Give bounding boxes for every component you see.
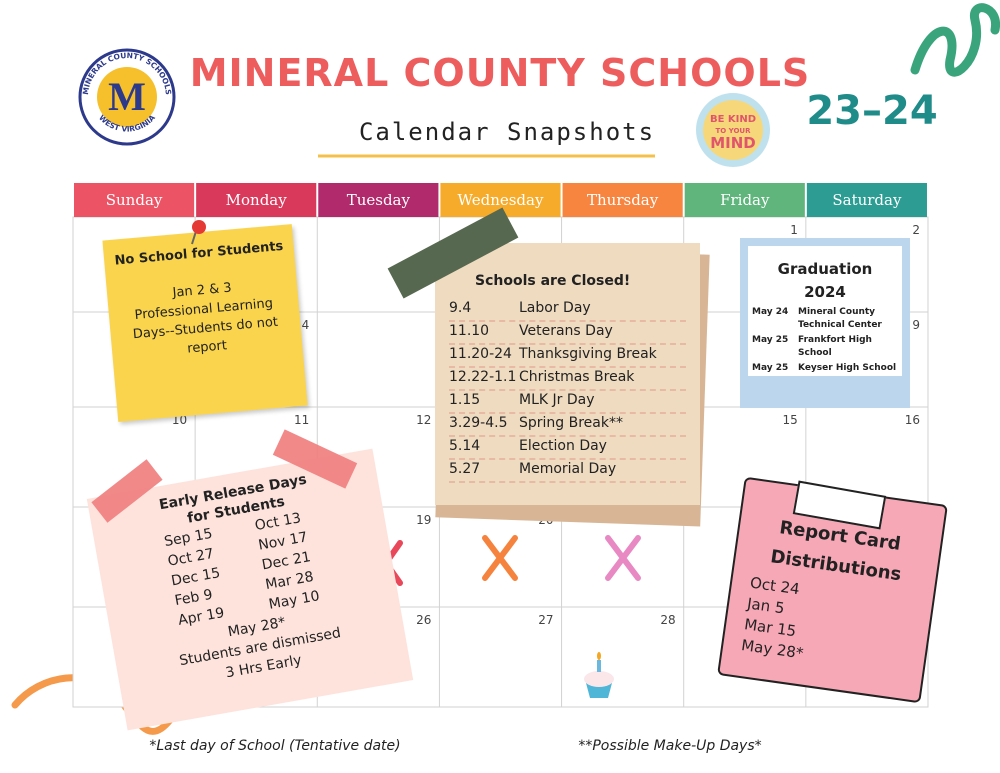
day-label: Wednesday (458, 191, 544, 209)
graduation-place: Keyser High School (798, 363, 897, 373)
closure-row: 9.4 Labor Day (449, 299, 686, 322)
day-label: Friday (720, 191, 770, 209)
no-school-note: No School for Students Jan 2 & 3 Professi… (102, 224, 308, 422)
graduation-place: Frankfort High School (798, 335, 872, 358)
graduation-place: Mineral County Technical Center (798, 307, 882, 330)
note-body: Jan 2 & 3 Professional Learning Days--Stud… (115, 274, 295, 365)
closure-date: 11.20-24 (449, 346, 512, 362)
year: 23–24 (806, 88, 937, 134)
closure-date: 11.10 (449, 323, 490, 339)
day-header (196, 183, 317, 217)
date-number: 12 (416, 413, 431, 427)
closure-name: Christmas Break (519, 369, 635, 385)
closure-name: Spring Break** (519, 415, 623, 431)
note-body: May 24 Mineral County Technical Center May… (752, 306, 898, 375)
date-number: 27 (538, 613, 553, 627)
title: MINERAL COUNTY SCHOOLS (190, 51, 811, 95)
date-number: 11 (294, 413, 309, 427)
logo-letter: M (108, 74, 146, 119)
date-number: 4 (302, 318, 310, 332)
closure-name: Labor Day (519, 300, 591, 316)
graduation-date: May 25 (752, 363, 789, 373)
day-label: Sunday (106, 191, 163, 209)
x-mark (482, 535, 518, 581)
date-number: 26 (416, 613, 431, 627)
swirl (910, 3, 1000, 77)
graduation-row: May 25 Frankfort High School (752, 334, 898, 360)
day-header (684, 183, 805, 217)
day-label: Saturday (832, 191, 902, 209)
date-number: 1 (790, 223, 798, 237)
day-header (74, 183, 195, 217)
day-label: Tuesday (347, 191, 411, 209)
footnote: *Last day of School (Tentative date) (149, 738, 400, 754)
closure-date: 3.29-4.5 (449, 415, 508, 431)
day-header (318, 183, 439, 217)
cupcake (584, 652, 614, 698)
closure-row: 11.20-24 Thanksgiving Break (449, 345, 686, 368)
closure-name: MLK Jr Day (519, 392, 595, 408)
logo-inner (97, 67, 157, 127)
badge-text: MIND (710, 134, 756, 152)
closure-name: Election Day (519, 438, 607, 454)
closed-note: Schools are Closed! 9.4 Labor Day 11.10 Vet… (435, 243, 700, 505)
date-number: 15 (783, 413, 798, 427)
graduation-row: May 25 Keyser High School (752, 362, 898, 375)
closure-row: 5.14 Election Day (449, 437, 686, 460)
day-label: Thursday (587, 191, 659, 209)
date-number: 16 (905, 413, 920, 427)
closure-date: 9.4 (449, 300, 472, 316)
note-title: 2024 (804, 283, 846, 301)
closure-date: 12.22-1.1 (449, 369, 517, 385)
date-number: 2 (912, 223, 920, 237)
note-title: Schools are Closed! (475, 273, 631, 289)
closure-row: 3.29-4.5 Spring Break** (449, 414, 686, 437)
closure-row: 1.15 MLK Jr Day (449, 391, 686, 414)
badge-text: TO YOUR (715, 127, 751, 135)
x-mark (605, 535, 641, 581)
badge-inner (703, 100, 763, 160)
note-title: Graduation (777, 260, 873, 278)
date-number: 28 (660, 613, 675, 627)
date-number: 9 (912, 318, 920, 332)
closure-name: Thanksgiving Break (519, 346, 657, 362)
subtitle: Calendar Snapshots (359, 118, 655, 146)
closure-date: 1.15 (449, 392, 481, 408)
closure-date: 5.14 (449, 438, 481, 454)
day-header (562, 183, 683, 217)
closure-name: Veterans Day (519, 323, 613, 339)
graduation-date: May 25 (752, 335, 789, 345)
note-body: Oct 24 Jan 5 Mar 15 May 28* (740, 573, 915, 679)
closure-row: 5.27 Memorial Day (449, 460, 686, 483)
badge-text: BE KIND (710, 114, 756, 125)
date-number: 19 (416, 513, 431, 527)
day-label: Monday (226, 191, 288, 209)
note-body: 9.4 Labor Day 11.10 Veterans Day 11.20-24 Tha… (449, 299, 686, 483)
footnote: **Possible Make-Up Days* (578, 738, 761, 754)
graduation-note: Graduation 2024 May 24 Mineral County Tec… (740, 238, 910, 408)
pushpin (191, 220, 206, 245)
graduation-row: May 24 Mineral County Technical Center (752, 306, 898, 332)
closure-row: 11.10 Veterans Day (449, 322, 686, 345)
closure-name: Memorial Day (519, 461, 617, 477)
graduation-date: May 24 (752, 307, 789, 317)
closure-row: 12.22-1.1 Christmas Break (449, 368, 686, 391)
day-header (806, 183, 927, 217)
closure-date: 5.27 (449, 461, 481, 477)
